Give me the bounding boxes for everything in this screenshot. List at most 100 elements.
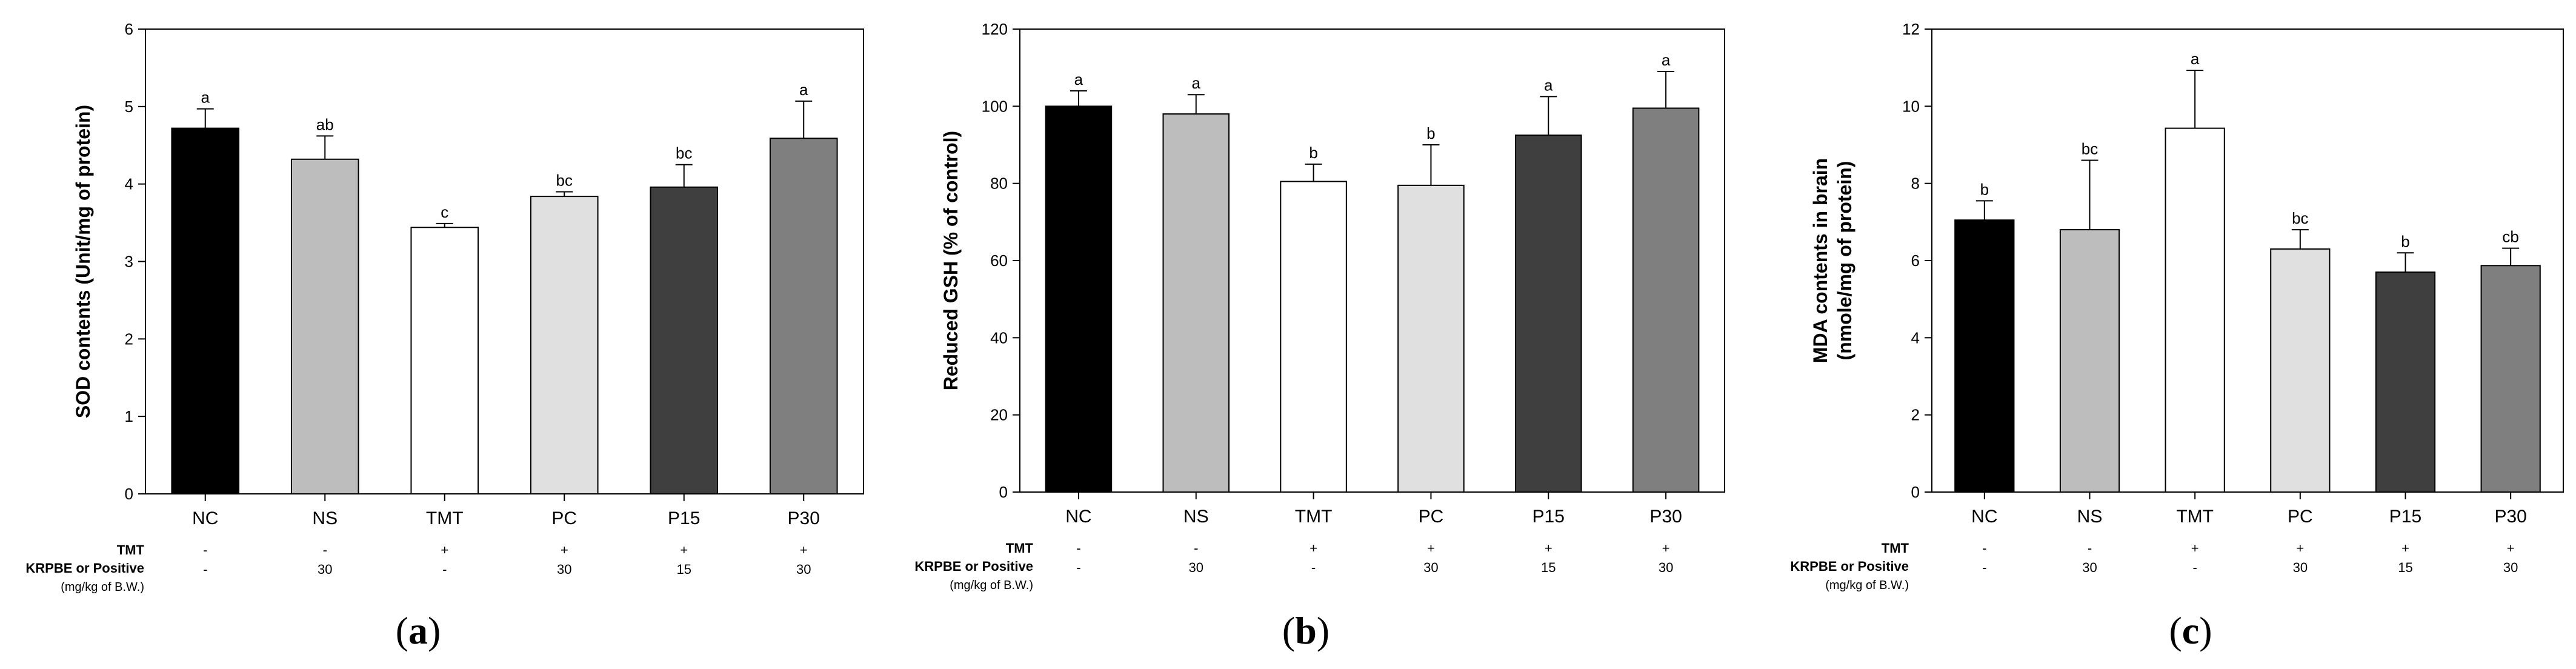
significance-label: bc: [676, 144, 692, 162]
bar-tmt: [2165, 127, 2225, 493]
y-tick-label: 20: [990, 406, 1008, 424]
treatment-dose-value: -: [442, 562, 447, 577]
bar-p30: [2480, 265, 2541, 493]
significance-label: c: [441, 203, 448, 221]
y-tick-label: 60: [990, 251, 1008, 270]
treatment-tmt-value: +: [1310, 541, 1317, 556]
bar-nc: [171, 127, 240, 495]
significance-label: ab: [316, 115, 334, 133]
treatment-tmt-value: +: [800, 542, 808, 558]
x-tick-label: P15: [668, 508, 700, 528]
y-axis-label-units: (nmole/mg of protein): [1834, 161, 1855, 361]
panel-label: (b): [1282, 609, 1330, 652]
y-tick-label: 100: [982, 97, 1008, 115]
treatment-row-label-units: (mg/kg of B.W.): [61, 581, 144, 594]
treatment-tmt-value: -: [203, 542, 207, 558]
treatment-row-label-units: (mg/kg of B.W.): [950, 579, 1033, 592]
significance-label: cb: [2502, 228, 2518, 246]
x-tick-label: P15: [1533, 507, 1565, 527]
bar-tmt: [1280, 181, 1347, 493]
x-tick-label: NS: [2077, 507, 2103, 527]
treatment-dose-value: 30: [1189, 560, 1203, 575]
bar-p15: [2375, 271, 2436, 493]
bar-p30: [769, 138, 838, 494]
treatment-tmt-value: +: [1427, 541, 1435, 556]
y-tick-label: 6: [125, 20, 133, 38]
treatment-tmt-value: +: [1662, 541, 1670, 556]
treatment-dose-value: -: [1311, 560, 1316, 575]
y-tick-label: 10: [1902, 97, 1920, 115]
bar-pc: [530, 196, 599, 494]
treatment-tmt-value: +: [1545, 541, 1553, 556]
y-tick-label: 0: [1911, 483, 1920, 501]
plot-frame: [1931, 28, 2564, 493]
x-tick-label: TMT: [2176, 507, 2214, 527]
significance-label: b: [1980, 180, 1989, 198]
treatment-dose-value: 30: [318, 562, 332, 577]
treatment-tmt-value: -: [323, 542, 327, 558]
treatment-tmt-value: +: [2401, 541, 2409, 556]
y-tick-label: 120: [982, 20, 1008, 38]
significance-label: a: [201, 88, 210, 107]
treatment-tmt-value: +: [2191, 541, 2199, 556]
treatment-tmt-value: +: [441, 542, 448, 558]
y-axis-label: MDA contents in brain: [1809, 158, 1831, 363]
y-tick-label: 5: [125, 98, 133, 116]
bar-p15: [650, 186, 719, 494]
panel-label: (c): [2169, 609, 2212, 652]
x-tick-label: P30: [1649, 507, 1682, 527]
significance-label: a: [1192, 74, 1201, 92]
treatment-tmt-value: +: [2296, 541, 2304, 556]
bar-pc: [2270, 248, 2331, 493]
treatment-dose-value: 30: [1423, 560, 1438, 575]
significance-label: bc: [2082, 139, 2098, 158]
treatment-tmt-value: +: [561, 542, 568, 558]
significance-label: a: [1074, 70, 1083, 88]
bar-nc: [1954, 219, 2015, 493]
treatment-dose-value: -: [1982, 560, 1986, 575]
bar-tmt: [410, 227, 479, 494]
bar-p30: [1632, 107, 1700, 493]
chart-panel-c: 0 2 4 6 8 10 12 MDA contents in brain (nmole/mg …: [1790, 20, 2564, 652]
y-tick-label: 80: [990, 175, 1008, 193]
chart-panel-b: 0 20 40 60 80 100 120 Reduced GSH (% of control…: [914, 20, 1725, 652]
y-tick-label: 4: [1911, 328, 1920, 347]
x-tick-label: NS: [312, 508, 338, 528]
significance-label: a: [1662, 51, 1671, 69]
significance-label: b: [1426, 124, 1435, 142]
treatment-dose-value: 15: [1541, 560, 1556, 575]
plot-frame: [1019, 28, 1725, 493]
x-tick-label: PC: [1419, 507, 1444, 527]
y-tick-label: 3: [125, 253, 133, 271]
x-tick-label: NC: [1971, 507, 1997, 527]
treatment-dose-value: -: [203, 562, 207, 577]
treatment-row-label-tmt: TMT: [1882, 541, 1909, 556]
treatment-row-label-units: (mg/kg of B.W.): [1825, 579, 1909, 592]
x-tick-label: PC: [551, 508, 577, 528]
significance-label: b: [2401, 232, 2409, 250]
treatment-dose-value: 15: [677, 562, 691, 577]
y-axis-label: Reduced GSH (% of control): [940, 131, 962, 390]
treatment-dose-value: 30: [2082, 560, 2097, 575]
significance-label: bc: [2292, 209, 2308, 227]
y-tick-label: 1: [125, 407, 133, 425]
treatment-row-label-tmt: TMT: [117, 542, 145, 558]
chart-panel-a: 0 1 2 3 4 5 6 SOD contents (Unit/mg of protein)…: [25, 20, 864, 652]
significance-label: b: [1309, 144, 1317, 162]
treatment-dose-value: 30: [796, 562, 811, 577]
significance-label: a: [2191, 50, 2200, 68]
treatment-dose-value: 15: [2398, 560, 2412, 575]
x-tick-label: TMT: [1295, 507, 1333, 527]
y-tick-label: 6: [1911, 251, 1920, 270]
treatment-dose-value: -: [2193, 560, 2197, 575]
y-tick-label: 12: [1902, 20, 1920, 38]
treatment-row-label-dose: KRPBE or Positive: [25, 561, 144, 576]
treatment-dose-value: 30: [2293, 560, 2308, 575]
x-tick-label: TMT: [426, 508, 464, 528]
plot-frame: [145, 28, 864, 494]
treatment-dose-value: -: [1076, 560, 1080, 575]
significance-label: a: [799, 81, 808, 99]
y-tick-label: 2: [1911, 406, 1920, 424]
y-tick-label: 40: [990, 328, 1008, 347]
